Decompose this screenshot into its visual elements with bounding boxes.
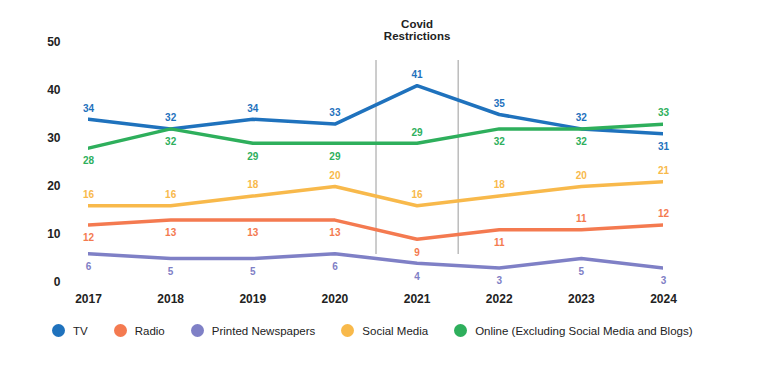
- svg-text:33: 33: [329, 107, 341, 118]
- svg-text:50: 50: [47, 35, 61, 49]
- svg-text:16: 16: [83, 189, 95, 200]
- svg-text:32: 32: [494, 136, 506, 147]
- svg-text:16: 16: [412, 189, 424, 200]
- html-text:Online (Excluding Social Media: Online (Excluding Social Media and Blogs…: [475, 324, 693, 337]
- svg-text:33: 33: [658, 107, 670, 118]
- svg-text:2020: 2020: [322, 292, 349, 306]
- html-text:Social Media: Social Media: [362, 324, 429, 337]
- svg-text:18: 18: [494, 179, 506, 190]
- svg-text:16: 16: [165, 189, 177, 200]
- svg-text:12: 12: [83, 232, 95, 243]
- svg-text:20: 20: [47, 179, 61, 193]
- svg-text:41: 41: [412, 69, 424, 80]
- svg-text:12: 12: [658, 208, 670, 219]
- svg-text:6: 6: [86, 261, 92, 272]
- svg-text:32: 32: [165, 136, 177, 147]
- svg-text:11: 11: [576, 213, 587, 224]
- svg-text:18: 18: [247, 179, 259, 190]
- html-text:Printed Newspapers: Printed Newspapers: [211, 324, 316, 337]
- svg-text:5: 5: [168, 266, 174, 277]
- svg-text:20: 20: [576, 170, 588, 181]
- svg-text:28: 28: [83, 155, 95, 166]
- svg-text:2018: 2018: [157, 292, 184, 306]
- svg-text:13: 13: [165, 227, 177, 238]
- svg-text:3: 3: [496, 275, 502, 286]
- svg-text:34: 34: [247, 103, 259, 114]
- svg-text:11: 11: [494, 237, 505, 248]
- html-text:TV: TV: [73, 324, 88, 337]
- svg-text:31: 31: [658, 141, 670, 152]
- svg-text:21: 21: [658, 165, 670, 176]
- svg-text:29: 29: [247, 151, 259, 162]
- svg-text:10: 10: [47, 227, 61, 241]
- svg-text:2019: 2019: [239, 292, 266, 306]
- svg-text:30: 30: [47, 131, 61, 145]
- svg-text:CovidRestrictions: CovidRestrictions: [384, 18, 450, 42]
- svg-text:5: 5: [579, 266, 585, 277]
- svg-text:0: 0: [54, 275, 61, 289]
- svg-text:2017: 2017: [75, 292, 102, 306]
- svg-text:2023: 2023: [568, 292, 595, 306]
- svg-text:3: 3: [661, 275, 667, 286]
- svg-text:34: 34: [83, 103, 95, 114]
- svg-text:5: 5: [250, 266, 256, 277]
- svg-text:29: 29: [329, 151, 341, 162]
- svg-text:2022: 2022: [486, 292, 513, 306]
- svg-text:13: 13: [329, 227, 341, 238]
- svg-text:2021: 2021: [404, 292, 431, 306]
- svg-text:9: 9: [414, 247, 420, 258]
- svg-text:40: 40: [47, 83, 61, 97]
- svg-text:20: 20: [329, 170, 341, 181]
- svg-text:35: 35: [494, 98, 506, 109]
- svg-text:13: 13: [247, 227, 259, 238]
- svg-text:4: 4: [414, 271, 420, 282]
- svg-text:2024: 2024: [650, 292, 677, 306]
- svg-text:32: 32: [165, 112, 177, 123]
- svg-text:32: 32: [576, 112, 588, 123]
- html-text:Radio: Radio: [134, 324, 165, 337]
- svg-text:6: 6: [332, 261, 338, 272]
- svg-text:32: 32: [576, 136, 588, 147]
- svg-text:29: 29: [412, 127, 424, 138]
